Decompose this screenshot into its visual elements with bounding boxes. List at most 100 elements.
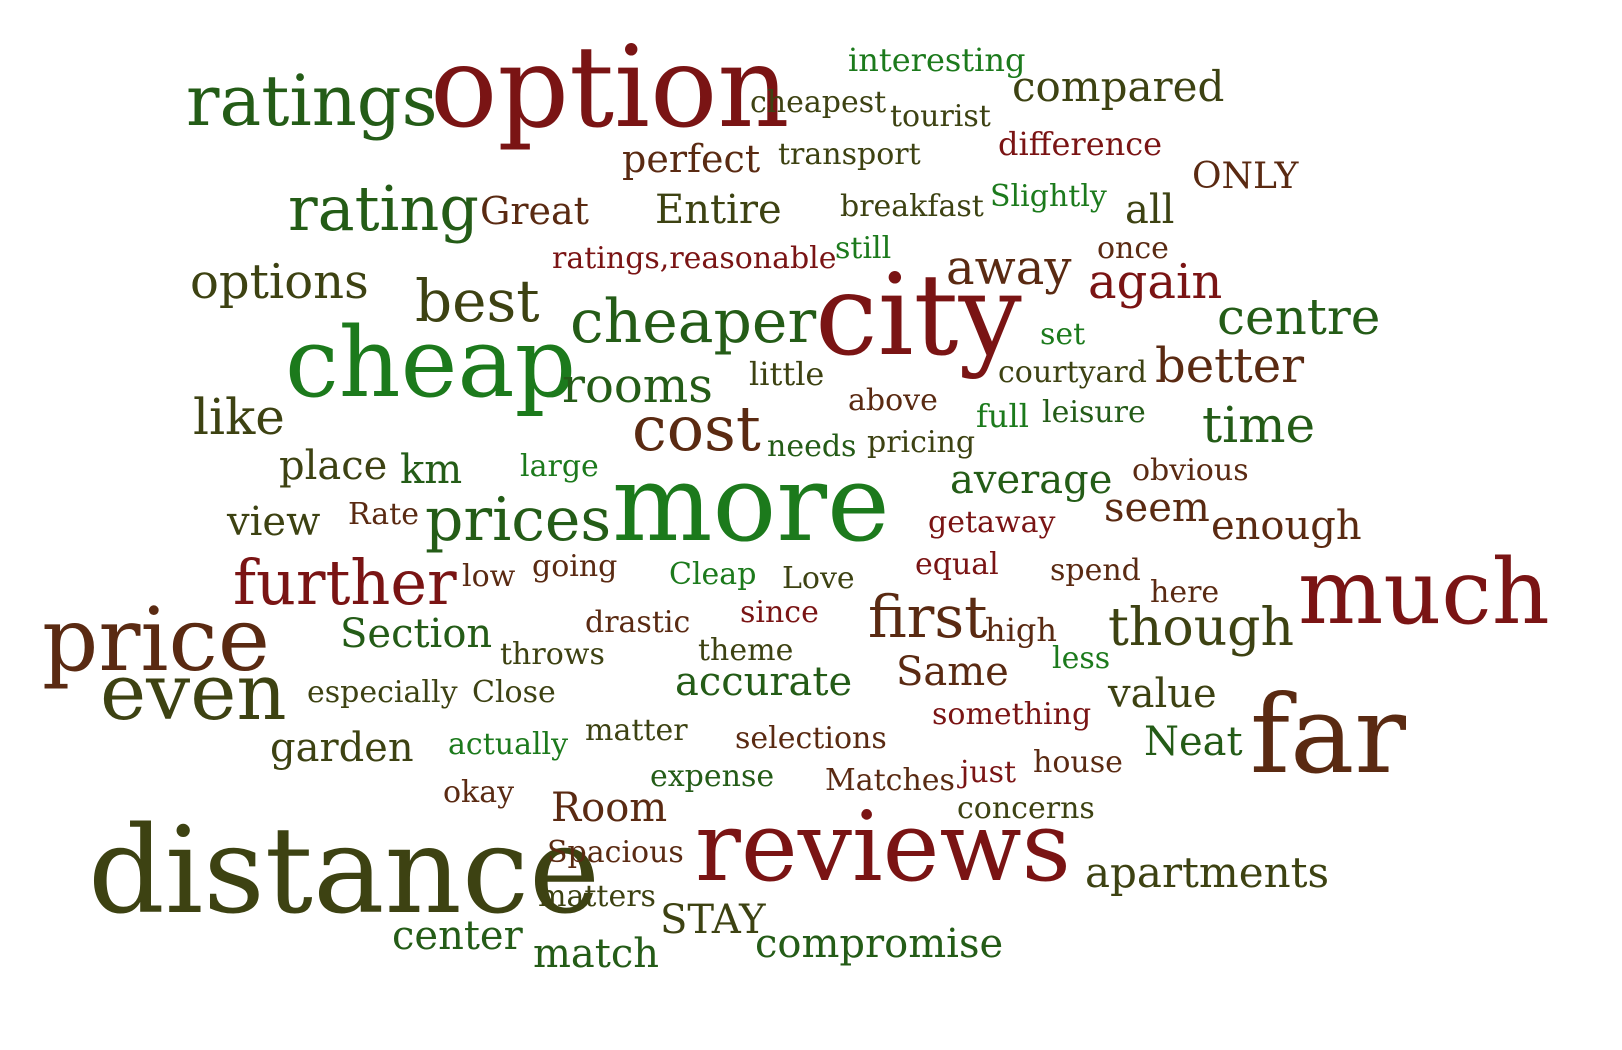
word-courtyard: courtyard (998, 355, 1147, 390)
word-matches: Matches (825, 763, 955, 798)
word-option: option (430, 23, 790, 154)
word-section: Section (340, 611, 493, 657)
word-okay: okay (443, 775, 515, 810)
word-theme: theme (698, 633, 794, 668)
word-once: once (1097, 231, 1169, 266)
word-slightly: Slightly (990, 179, 1107, 214)
word-matters: matters (538, 879, 656, 914)
word-much: much (1298, 540, 1550, 645)
word-far: far (1250, 672, 1406, 798)
word-room: Room (551, 785, 668, 831)
word-equal: equal (915, 547, 999, 582)
word-distance: distance (88, 802, 601, 941)
word-km: km (400, 447, 463, 493)
word-ratings-reasonable: ratings,reasonable (552, 241, 837, 276)
word-options: options (190, 253, 369, 310)
word-obvious: obvious (1132, 453, 1249, 488)
word-average: average (950, 457, 1113, 503)
word-love: Love (782, 561, 855, 596)
word-garden: garden (270, 725, 414, 771)
word-high: high (985, 611, 1057, 650)
word-getaway: getaway (928, 505, 1056, 540)
word-accurate: accurate (675, 659, 853, 705)
word-all: all (1125, 187, 1175, 233)
word-prices: prices (425, 485, 612, 555)
word-like: like (193, 388, 285, 446)
word-place: place (279, 443, 388, 489)
word-only: ONLY (1192, 156, 1299, 198)
word-center: center (392, 913, 523, 959)
word-low: low (462, 559, 516, 594)
word-price: price (42, 587, 270, 691)
word-first: first (868, 582, 988, 651)
word-cheap: cheap (285, 307, 577, 420)
word-especially: especially (307, 675, 458, 710)
word-leisure: leisure (1042, 395, 1146, 430)
word-here: here (1150, 575, 1220, 610)
word-rating: rating (288, 172, 479, 246)
word-away: away (946, 239, 1072, 296)
word-breakfast: breakfast (840, 189, 984, 224)
word-compromise: compromise (755, 921, 1004, 967)
word-just: just (960, 755, 1017, 790)
word-entire: Entire (655, 187, 782, 233)
word-spacious: Spacious (547, 835, 684, 870)
word-great: Great (480, 188, 589, 233)
word-more: more (612, 442, 890, 566)
word-view: view (227, 499, 321, 545)
word-stay: STAY (660, 897, 766, 943)
word-spend: spend (1050, 553, 1141, 588)
word-city: city (815, 251, 1022, 382)
word-cheaper: cheaper (570, 287, 817, 357)
word-interesting: interesting (848, 41, 1026, 80)
word-match: match (533, 931, 660, 977)
word-large: large (520, 449, 599, 484)
word-concerns: concerns (957, 791, 1095, 826)
word-tourist: tourist (890, 99, 991, 134)
word-time: time (1202, 396, 1316, 454)
word-reviews: reviews (695, 791, 1071, 904)
word-something: something (932, 697, 1092, 732)
word-cheapest: cheapest (750, 85, 887, 120)
word-further: further (233, 546, 457, 620)
word-close: Close (472, 675, 556, 710)
word-little: little (749, 355, 825, 394)
word-difference: difference (998, 125, 1163, 164)
word-since: since (740, 595, 819, 630)
word-full: full (976, 397, 1029, 436)
word-drastic: drastic (585, 605, 691, 640)
word-neat: Neat (1144, 719, 1243, 765)
word-needs: needs (767, 429, 857, 464)
word-expense: expense (650, 759, 775, 794)
word-even: even (100, 647, 287, 738)
word-rooms: rooms (562, 357, 713, 414)
word-again: again (1088, 253, 1223, 310)
word-transport: transport (778, 137, 921, 172)
word-centre: centre (1217, 288, 1381, 346)
word-ratings: ratings (186, 60, 438, 142)
word-best: best (415, 266, 540, 335)
word-cost: cost (632, 392, 761, 466)
word-enough: enough (1211, 503, 1362, 549)
word-house: house (1033, 745, 1123, 780)
word-going: going (532, 549, 618, 584)
word-better: better (1155, 337, 1305, 394)
word-above: above (848, 383, 938, 418)
word-seem: seem (1104, 485, 1210, 531)
word-actually: actually (448, 727, 569, 762)
word-cleap: Cleap (669, 557, 757, 592)
word-throws: throws (500, 637, 605, 672)
word-value: value (1108, 671, 1217, 717)
word-set: set (1040, 317, 1086, 352)
word-pricing: pricing (867, 425, 976, 460)
word-apartments: apartments (1085, 848, 1330, 898)
word-less: less (1052, 641, 1111, 676)
word-perfect: perfect (622, 136, 761, 181)
word-compared: compared (1012, 62, 1225, 112)
word-rate: Rate (348, 497, 419, 532)
word-selections: selections (735, 721, 887, 756)
word-still: still (835, 231, 892, 266)
word-same: Same (896, 649, 1009, 695)
word-matter: matter (585, 713, 688, 748)
